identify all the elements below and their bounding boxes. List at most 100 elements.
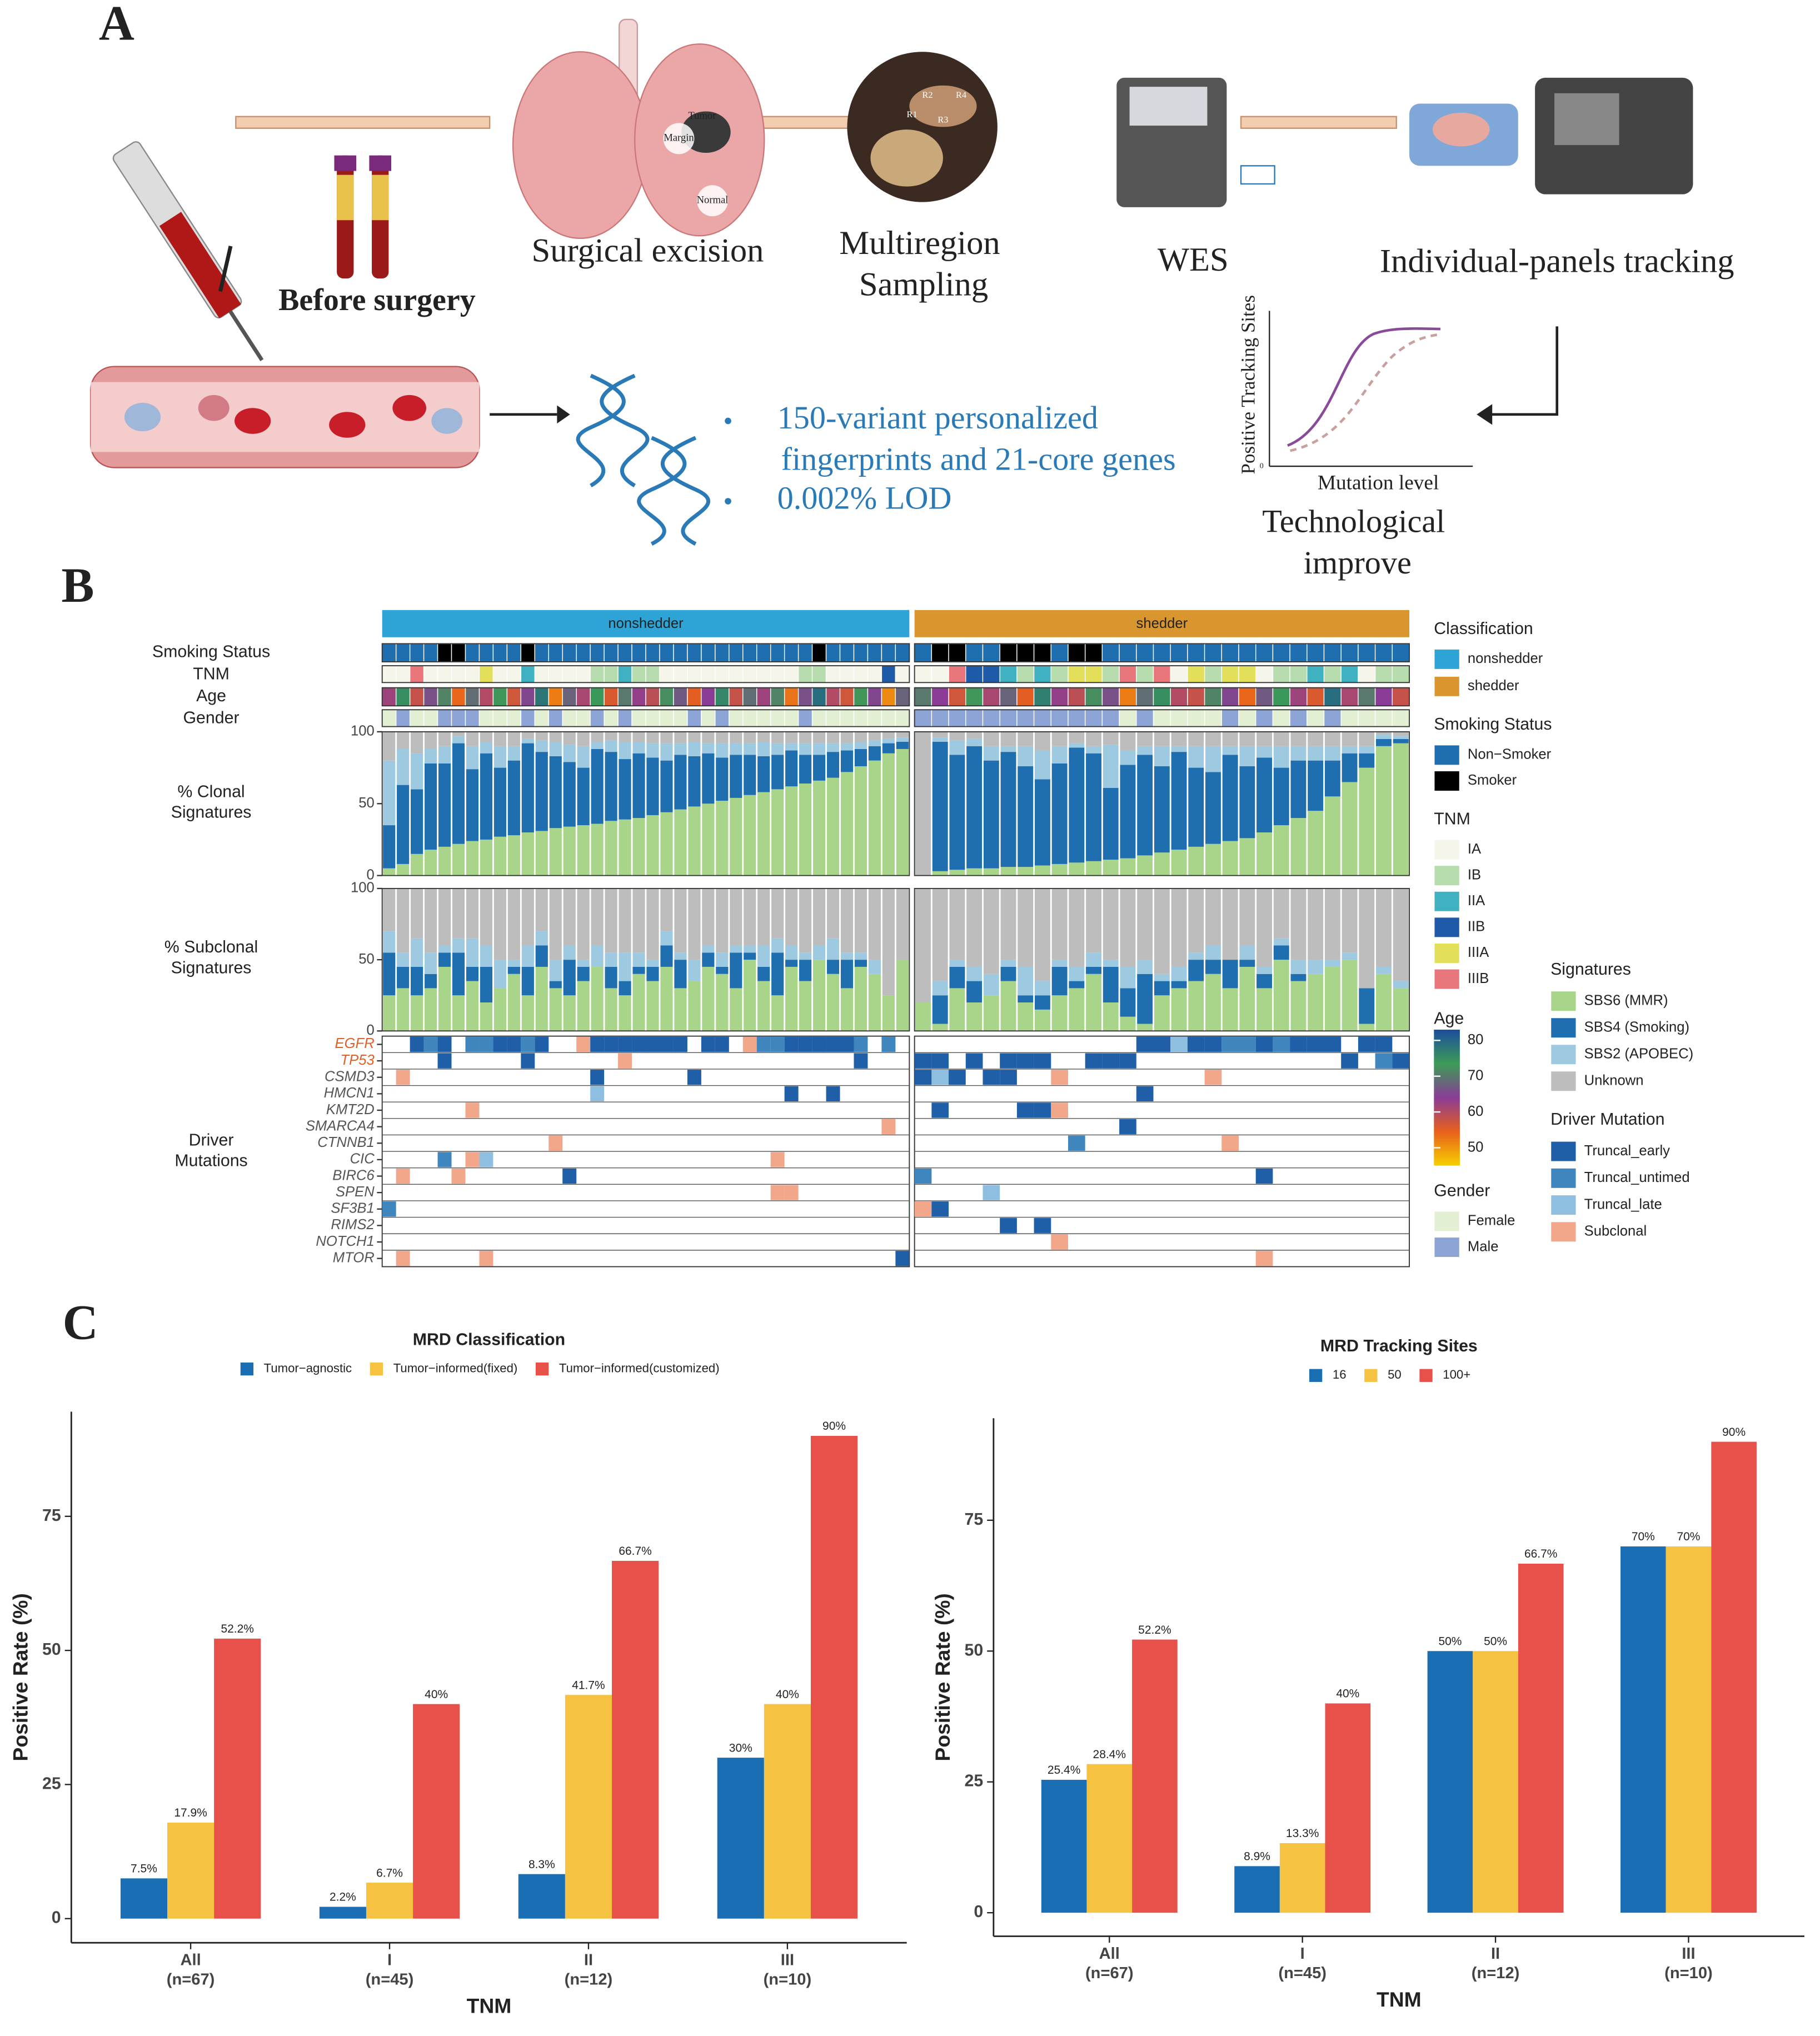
curve-origin: 0 (1260, 462, 1264, 470)
value-label: 17.9% (174, 1807, 207, 1819)
smoking-cell (825, 643, 841, 662)
mutation (1119, 1053, 1136, 1069)
mutation (715, 1036, 729, 1052)
mutation (659, 1036, 674, 1052)
signature-bar (1137, 731, 1153, 746)
signature-bar (688, 742, 701, 756)
smoking-cell (1323, 643, 1342, 662)
y-tick-label: 0 (366, 1022, 374, 1038)
signature-bar (383, 760, 396, 826)
signature-bar (1034, 865, 1050, 876)
x-tick-label: All (1099, 1945, 1120, 1963)
gender-cell (451, 709, 466, 727)
mutation (1255, 1251, 1273, 1266)
signature-bar (521, 731, 534, 739)
tnm-cell (999, 665, 1018, 683)
signature-bar (1154, 746, 1170, 766)
legend-swatch (1433, 1236, 1461, 1259)
tnm-cell (1170, 665, 1188, 683)
smoking-cell (617, 643, 632, 662)
smoking-cell (687, 643, 702, 662)
signature-bar (1393, 731, 1409, 736)
panel-ylabel: Signatures (171, 804, 252, 822)
signature-bar (535, 731, 548, 741)
signature-bar (493, 746, 506, 768)
legend-label: IIIB (1468, 971, 1489, 986)
arrow-head (557, 405, 570, 424)
gender-cell (1068, 709, 1086, 727)
signature-bar (785, 960, 798, 967)
smoking-cell (395, 643, 411, 662)
mutation (562, 1168, 577, 1184)
age-cell (742, 687, 757, 706)
bar (1234, 1866, 1280, 1913)
signature-bar (660, 743, 673, 761)
tnm-cell (395, 665, 411, 683)
mutation (914, 1070, 932, 1085)
signature-bar (1324, 760, 1340, 797)
signature-bar (1376, 731, 1392, 735)
smoking-cell (562, 643, 577, 662)
colorbar-label: 50 (1468, 1139, 1484, 1155)
age-cell (931, 687, 949, 706)
signature-bar (1393, 743, 1409, 876)
smoking-cell (1170, 643, 1188, 662)
signature-bar (757, 966, 770, 981)
signature-bar (1051, 960, 1068, 967)
mutation (965, 1053, 983, 1069)
signature-bar (674, 743, 687, 755)
signature-bar (660, 760, 673, 812)
panel-a-art (90, 18, 1693, 546)
value-label: 52.2% (221, 1623, 253, 1635)
mutation (1341, 1053, 1358, 1069)
tnm-cell (1119, 665, 1137, 683)
mutation (618, 1053, 632, 1069)
dna (576, 373, 650, 488)
mutation (1204, 1036, 1222, 1052)
legend-swatch (1433, 864, 1461, 887)
signature-bar (1051, 731, 1068, 746)
gender-cell (715, 709, 730, 727)
tnm-cell (811, 665, 827, 683)
legend-title: Gender (1434, 1181, 1490, 1200)
mutation (854, 1053, 868, 1069)
age-cell (1358, 687, 1376, 706)
track-label: Age (196, 687, 226, 705)
gender-cell (811, 709, 827, 727)
signature-bar (744, 743, 756, 755)
tube-plasma (372, 174, 389, 221)
signature-bar (605, 988, 617, 1031)
signature-bar (577, 966, 590, 981)
tnm-cell (1221, 665, 1239, 683)
signature-bar (1069, 966, 1085, 981)
signature-bar (1324, 966, 1340, 1031)
signature-bar (1256, 757, 1273, 832)
mutation (756, 1036, 771, 1052)
tnm-cell (687, 665, 702, 683)
age-cell (1392, 687, 1410, 706)
signature-bar (840, 772, 854, 876)
signature-bar (730, 755, 742, 798)
signature-bar (1273, 938, 1289, 946)
signature-bar (1222, 731, 1238, 746)
signature-bar (535, 752, 548, 831)
value-label: 13.3% (1286, 1827, 1319, 1840)
normal (697, 185, 729, 217)
value-label: 66.7% (619, 1545, 651, 1558)
signature-bar (1273, 746, 1289, 768)
signature-bar (480, 966, 493, 1003)
signature-bar (660, 966, 673, 1031)
signature-bar (1154, 995, 1170, 1031)
mutation (784, 1185, 799, 1200)
signature-bar (702, 804, 715, 876)
feature: fingerprints and 21-core genes (781, 441, 1176, 477)
mutation (1051, 1234, 1068, 1250)
age-cell (437, 687, 452, 706)
connector (760, 116, 849, 129)
signature-bar (1086, 753, 1101, 861)
tnm-cell (576, 665, 591, 683)
signature-bar (646, 888, 659, 960)
tnm-cell (756, 665, 771, 683)
mutation (1016, 1102, 1034, 1118)
track-border (914, 709, 1410, 727)
